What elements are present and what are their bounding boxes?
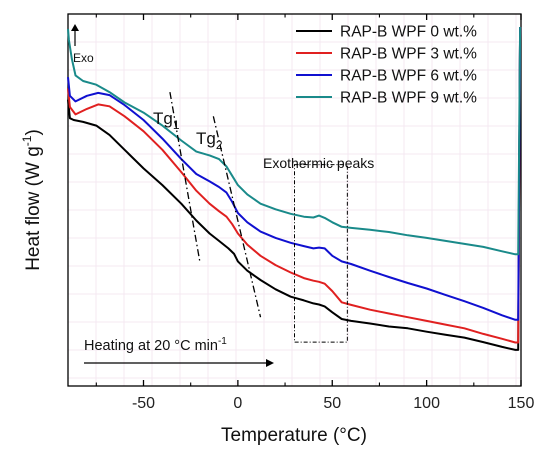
series-line-0: [67, 26, 522, 351]
y-axis-title-exponent: -1: [20, 135, 34, 146]
tg2-label: Tg2: [196, 129, 223, 152]
x-axis-title: Temperature (°C): [221, 425, 367, 446]
x-tick-label: 0: [233, 395, 242, 412]
legend-label-2: RAP-B WPF 6 wt.%: [340, 68, 477, 85]
legend-label-1: RAP-B WPF 3 wt.%: [340, 46, 477, 63]
legend-label-0: RAP-B WPF 0 wt.%: [340, 24, 477, 41]
heating-rate-label: Heating at 20 °C min-1: [84, 336, 227, 354]
series-line-3: [67, 26, 522, 256]
series-line-1: [67, 26, 522, 344]
legend-label-3: RAP-B WPF 9 wt.%: [340, 90, 477, 107]
y-axis-title-close: ): [23, 129, 44, 135]
y-axis-title-main: Heat flow (W g: [23, 146, 44, 271]
x-tick-label: 100: [413, 395, 440, 412]
heating-arrow-head: [266, 359, 274, 367]
series-line-2: [67, 26, 522, 321]
exothermic-peaks-label: Exothermic peaks: [263, 155, 374, 171]
exothermic-peaks-box: [294, 164, 348, 343]
exo-arrow-head: [71, 24, 79, 31]
exo-label: Exo: [73, 51, 94, 65]
x-tick-label: -50: [132, 395, 155, 412]
legend: RAP-B WPF 0 wt.% RAP-B WPF 3 wt.% RAP-B WP…: [296, 24, 477, 107]
plot-frame: [67, 13, 522, 387]
x-tick-label: 150: [508, 395, 535, 412]
tg2-tangent-line: [212, 116, 262, 318]
y-axis-title: Heat flow (W g-1): [20, 129, 44, 271]
x-tick-label: 50: [323, 395, 341, 412]
